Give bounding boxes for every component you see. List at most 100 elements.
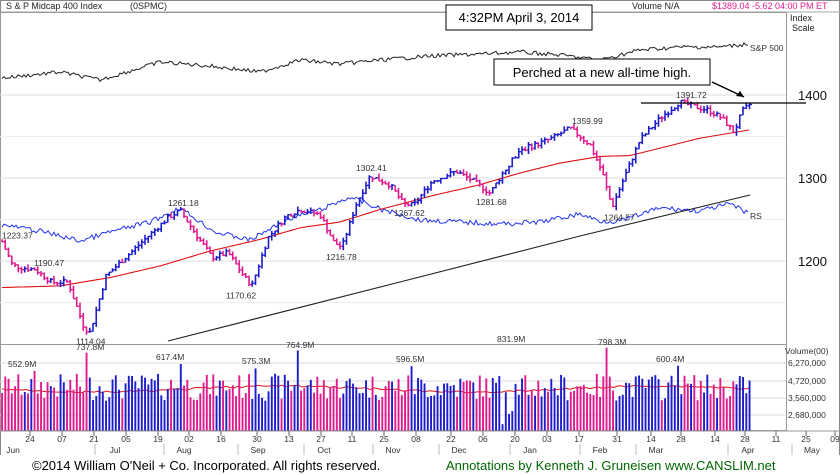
price-annotations: 1223.37 1190.47 1114.04 1261.18 1170.62 1216.… — [2, 90, 707, 369]
volume-bar — [553, 388, 556, 431]
month-label: Sep — [250, 445, 265, 455]
volume-bar — [20, 394, 23, 431]
time-tick-label: 14 — [710, 434, 720, 444]
volume-bar — [66, 389, 68, 431]
volume-bar — [186, 379, 189, 431]
volume-bar — [456, 396, 458, 431]
volume-bar — [209, 394, 211, 431]
volume-bar — [170, 379, 172, 431]
volume-bar — [670, 375, 673, 431]
volume-bar — [199, 393, 202, 431]
volume-bar — [660, 400, 663, 431]
volume-bar — [595, 373, 598, 431]
volume-bar — [644, 387, 647, 431]
volume-bar — [36, 393, 39, 431]
volume-bar — [134, 381, 137, 431]
volume-bar — [14, 386, 16, 431]
volume-bar — [59, 374, 62, 431]
volume-annotation: 575.3M — [242, 356, 270, 366]
volume-bar — [75, 373, 78, 431]
volume-bar — [602, 376, 605, 431]
month-label: Feb — [593, 445, 608, 455]
volume-bar — [534, 395, 536, 431]
volume-bar — [599, 396, 601, 431]
volume-bar — [514, 383, 517, 431]
index-title: S & P Midcap 400 Index — [6, 1, 103, 11]
time-tick-label: 02 — [184, 434, 194, 444]
volume-bar — [4, 376, 7, 431]
volume-bar — [361, 392, 364, 431]
volume-annotation: 600.4M — [656, 354, 684, 364]
volume-bar — [605, 347, 608, 431]
volume-bar — [742, 377, 744, 431]
volume-bar — [745, 393, 748, 431]
month-label: Jul — [110, 445, 121, 455]
volume-bar — [612, 390, 614, 431]
volume-bar — [657, 379, 660, 431]
time-tick-label: 14 — [646, 434, 656, 444]
volume-bar — [413, 394, 416, 431]
volume-bar — [391, 381, 393, 431]
volume-annotation: 596.5M — [396, 354, 424, 364]
rs-label: RS — [750, 211, 762, 221]
volume-bar — [166, 388, 169, 431]
month-label: May — [804, 445, 821, 455]
time-tick-label: 20 — [510, 434, 520, 444]
volume-bar — [105, 400, 107, 431]
volume-bar — [436, 386, 439, 431]
volume-bar — [387, 381, 390, 431]
volume-label: Volume N/A — [632, 1, 680, 11]
volume-bar — [638, 375, 640, 431]
sp500-line — [1, 42, 749, 83]
volume-bar — [394, 390, 397, 431]
volume-bar — [647, 379, 650, 431]
price-annotation: 1264.57 — [604, 212, 635, 222]
time-tick-label: 27 — [316, 434, 326, 444]
volume-bar — [244, 393, 247, 431]
volume-bar — [296, 350, 299, 431]
volume-bar — [566, 400, 569, 431]
price-annotation: 1190.47 — [34, 258, 64, 268]
volume-bar — [160, 395, 163, 431]
volume-bar — [111, 379, 114, 431]
month-label: Dec — [451, 445, 467, 455]
volume-bar — [316, 376, 319, 431]
footer-copyright: ©2014 William O'Neil + Co. Incorporated.… — [32, 458, 380, 473]
volume-bar — [267, 391, 270, 431]
volume-bar — [49, 386, 52, 431]
volume-bar — [521, 378, 523, 431]
time-tick-label: 11 — [772, 434, 781, 444]
volume-bar — [540, 396, 543, 431]
volume-bar — [680, 394, 683, 431]
volume-bar — [446, 383, 449, 431]
volume-bar — [85, 352, 88, 431]
volume-bar — [196, 399, 198, 431]
volume-bar — [504, 392, 507, 431]
volume-bar — [569, 391, 572, 431]
volume-annotation: 831.9M — [497, 334, 525, 344]
volume-bar — [719, 378, 722, 431]
time-tick-label: 25 — [379, 434, 389, 444]
volume-bar — [673, 385, 676, 431]
volume-bar — [46, 382, 49, 431]
volume-bar — [358, 393, 361, 431]
volume-bar — [582, 384, 585, 431]
volume-bar — [326, 398, 328, 431]
volume-bar — [400, 395, 403, 431]
time-tick-label: 08 — [411, 434, 421, 444]
volume-bar — [72, 389, 75, 431]
volume-bar — [417, 378, 419, 431]
volume-bar — [10, 393, 13, 431]
volume-bar — [140, 375, 143, 431]
volume-bar — [342, 393, 345, 431]
volume-bar — [381, 396, 384, 431]
volume-bar — [550, 378, 553, 431]
month-label: Jan — [523, 445, 537, 455]
volume-bar — [290, 390, 293, 431]
volume-bar — [491, 377, 494, 431]
relative-strength-line — [1, 196, 749, 243]
sp500-label: S&P 500 — [750, 43, 784, 53]
volume-bar — [254, 368, 257, 431]
volume-bar — [586, 392, 588, 431]
price-tick-label: 1300 — [798, 171, 827, 186]
